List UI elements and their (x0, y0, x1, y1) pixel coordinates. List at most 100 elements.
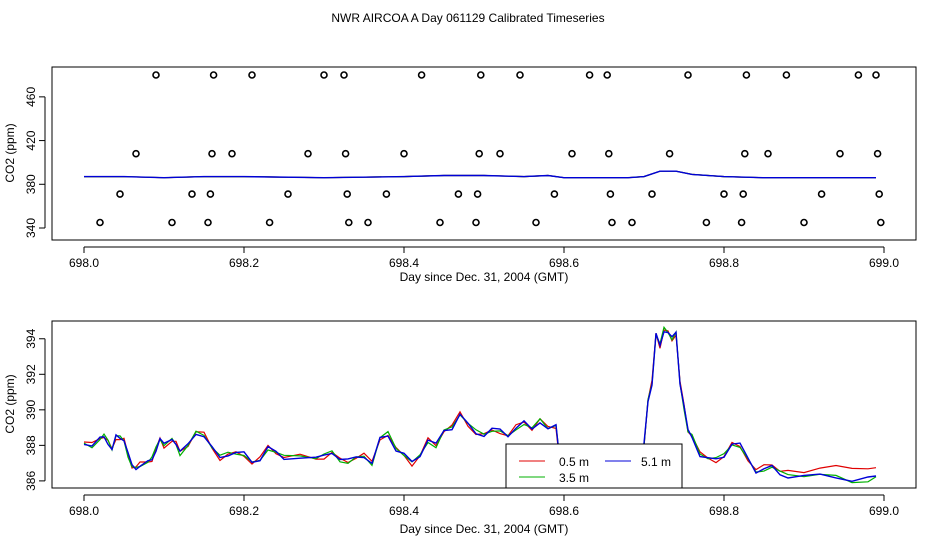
scatter-point (568, 149, 576, 158)
y-tick-label: 388 (24, 435, 38, 455)
scatter-point (875, 190, 884, 198)
scatter-point (472, 218, 480, 227)
y-tick-label: 420 (24, 130, 38, 150)
scatter-point (742, 71, 751, 79)
scatter-point (873, 149, 882, 158)
legend-box: 0.5 m 5.1 m 3.5 m (505, 443, 683, 489)
top-plot-frame (51, 66, 917, 241)
bottom-x-axis-label: Day since Dec. 31, 2004 (GMT) (400, 522, 569, 536)
scatter-point (665, 149, 674, 158)
scatter-point (344, 218, 353, 227)
scatter-point (116, 190, 124, 198)
x-tick-label: 698.4 (389, 504, 419, 518)
top-panel: 698.0 698.2 698.4 698.6 698.8 699.0 340 380 420… (3, 66, 917, 284)
top-x-axis-label: Day since Dec. 31, 2004 (GMT) (400, 270, 569, 284)
x-tick-label: 698.2 (229, 504, 259, 518)
scatter-point (304, 149, 312, 158)
x-tick-label: 698.4 (389, 256, 419, 270)
scatter-point (208, 149, 216, 158)
scatter-point (496, 149, 504, 158)
scatter-point (836, 149, 844, 158)
top-x-axis: 698.0 698.2 698.4 698.6 698.8 699.0 (69, 246, 899, 270)
bottom-y-axis-label: CO2 (ppm) (3, 374, 17, 433)
scatter-point (604, 149, 613, 158)
scatter-point (400, 149, 408, 158)
legend-frame (505, 443, 683, 489)
scatter-point (702, 218, 711, 227)
y-tick-label: 390 (24, 399, 38, 419)
scatter-point (532, 218, 540, 227)
scatter-point (382, 190, 391, 198)
x-tick-label: 698.8 (709, 504, 739, 518)
scatter-point (737, 218, 746, 227)
scatter-point (132, 149, 140, 158)
scatter-point (648, 190, 656, 198)
scatter-point (764, 149, 772, 158)
scatter-point (684, 71, 692, 79)
y-tick-label: 340 (24, 218, 38, 238)
scatter-point (603, 71, 612, 79)
series-line-3.5m (83, 325, 877, 484)
scatter-point (265, 218, 274, 227)
scatter-point (854, 71, 863, 79)
y-tick-label: 386 (24, 471, 38, 491)
scatter-point (96, 218, 104, 227)
scatter-point (516, 71, 524, 79)
scatter-point (168, 218, 176, 227)
top-series-blue (84, 170, 876, 179)
y-tick-label: 460 (24, 87, 38, 107)
scatter-point (585, 71, 594, 79)
x-tick-label: 698.2 (229, 256, 259, 270)
scatter-point (720, 190, 728, 198)
scatter-point (209, 71, 218, 79)
scatter-point (476, 71, 485, 79)
x-tick-label: 698.6 (549, 504, 579, 518)
scatter-point (876, 218, 885, 227)
legend-label-blue: 5.1 m (641, 455, 671, 469)
scatter-point (872, 71, 880, 79)
scatter-point (800, 218, 808, 227)
series-line-0.5m (83, 329, 877, 481)
scatter-point (340, 71, 348, 79)
scatter-point (436, 218, 444, 227)
scatter-point (550, 190, 559, 198)
scatter-point (341, 149, 350, 158)
top-y-axis-label: CO2 (ppm) (3, 123, 17, 182)
y-tick-label: 392 (24, 364, 38, 384)
scatter-point (364, 218, 372, 227)
bottom-panel: 698.0 698.2 698.4 698.6 698.8 699.0 386 388 390… (3, 320, 917, 536)
series-line-5.1m (83, 330, 877, 483)
scatter-point (320, 71, 328, 79)
bottom-series-lines (83, 325, 877, 484)
x-tick-label: 698.0 (69, 256, 99, 270)
chart-title: NWR AIRCOA A Day 061129 Calibrated Times… (331, 11, 604, 25)
scatter-point (284, 190, 292, 198)
scatter-point (417, 71, 426, 79)
scatter-point (473, 190, 482, 198)
x-tick-label: 698.8 (709, 256, 739, 270)
scatter-point (628, 218, 636, 227)
scatter-point (454, 190, 463, 198)
scatter-point (740, 149, 749, 158)
top-series-lines (84, 170, 876, 179)
x-tick-label: 698.6 (549, 256, 579, 270)
scatter-point (817, 190, 826, 198)
scatter-point (475, 149, 484, 158)
scatter-point (228, 149, 236, 158)
scatter-point (343, 190, 352, 198)
legend-label-green: 3.5 m (559, 471, 589, 485)
top-scatter-points (96, 71, 885, 227)
scatter-point (204, 218, 212, 227)
y-tick-label: 394 (24, 328, 38, 348)
scatter-point (782, 71, 791, 79)
scatter-point (206, 190, 215, 198)
scatter-point (188, 190, 196, 198)
legend-label-red: 0.5 m (559, 455, 589, 469)
x-tick-label: 699.0 (869, 256, 899, 270)
scatter-point (608, 218, 616, 227)
scatter-point (152, 71, 160, 79)
scatter-point (606, 190, 615, 198)
y-tick-label: 380 (24, 174, 38, 194)
bottom-y-axis: 386 388 390 392 394 (24, 328, 46, 491)
